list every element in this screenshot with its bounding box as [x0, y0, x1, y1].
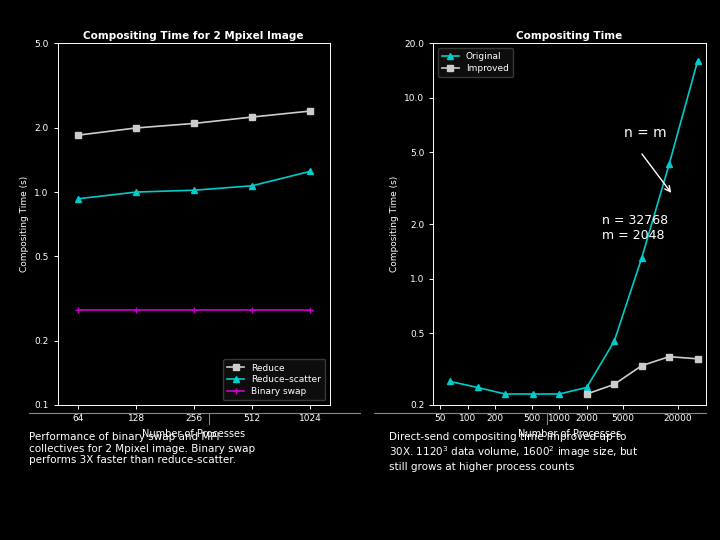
Binary swap: [248, 307, 256, 313]
Original: [637, 255, 646, 261]
Legend: Original, Improved: Original, Improved: [438, 48, 513, 77]
Line: Reduce–scatter: Reduce–scatter: [76, 168, 312, 201]
X-axis label: Number of Processes: Number of Processes: [518, 429, 621, 438]
Line: Reduce: Reduce: [76, 109, 312, 138]
Reduce–scatter: [248, 183, 256, 189]
Original: [665, 161, 673, 167]
Legend: Reduce, Reduce–scatter, Binary swap: Reduce, Reduce–scatter, Binary swap: [223, 359, 325, 401]
Reduce–scatter: [305, 168, 314, 174]
Y-axis label: Compositing Time (s): Compositing Time (s): [19, 176, 29, 272]
Improved: [610, 381, 618, 388]
Original: [528, 391, 537, 397]
Title: Compositing Time: Compositing Time: [516, 31, 623, 41]
Original: [473, 384, 482, 391]
Reduce–scatter: [74, 195, 83, 202]
Binary swap: [190, 307, 199, 313]
Reduce: [74, 132, 83, 138]
Y-axis label: Compositing Time (s): Compositing Time (s): [390, 176, 399, 272]
Binary swap: [132, 307, 140, 313]
Binary swap: [305, 307, 314, 313]
Improved: [582, 391, 591, 397]
Improved: [693, 355, 702, 362]
Line: Original: Original: [447, 58, 701, 397]
Reduce–scatter: [132, 189, 140, 195]
Improved: [637, 362, 646, 369]
Line: Binary swap: Binary swap: [75, 306, 313, 313]
Original: [610, 338, 618, 345]
Reduce–scatter: [190, 187, 199, 193]
Original: [582, 384, 591, 391]
Text: Performance of binary swap and MPI
collectives for 2 Mpixel image. Binary swap
p: Performance of binary swap and MPI colle…: [29, 432, 255, 465]
Text: n = m: n = m: [624, 126, 667, 140]
Line: Improved: Improved: [584, 354, 701, 397]
X-axis label: Number of Processes: Number of Processes: [142, 429, 246, 438]
Original: [693, 57, 702, 64]
Original: [555, 391, 564, 397]
Original: [501, 391, 510, 397]
Text: n = 32768
m = 2048: n = 32768 m = 2048: [602, 214, 668, 241]
Original: [446, 378, 454, 384]
Reduce: [305, 108, 314, 114]
Title: Compositing Time for 2 Mpixel Image: Compositing Time for 2 Mpixel Image: [84, 31, 304, 41]
Text: Direct-send compositing time improved up to
30X. 1120$^3$ data volume, 1600$^2$ : Direct-send compositing time improved up…: [389, 432, 638, 472]
Reduce: [132, 125, 140, 131]
Reduce: [190, 120, 199, 127]
Improved: [665, 353, 673, 360]
Binary swap: [74, 307, 83, 313]
Reduce: [248, 114, 256, 120]
